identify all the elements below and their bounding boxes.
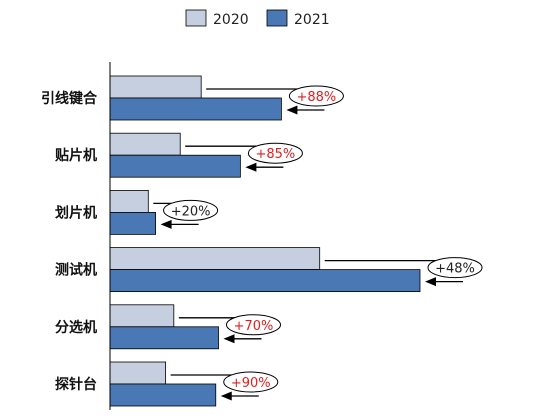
annotation-arrow-head [286,105,298,115]
category-label: 分选机 [55,319,97,336]
annotation-label: +20% [171,204,211,219]
annotation-oval [163,199,219,221]
bar-2020 [109,247,321,271]
annotations: +88% +85% +20% +48% +70% +90% [153,85,483,401]
annotation-label: +70% [234,319,274,334]
bar-2020 [109,304,175,328]
bar-2020 [109,361,167,385]
annotation-arrow-head [160,219,172,229]
category-label: 引线键合 [41,90,98,107]
annotation-oval [226,314,281,336]
legend-swatch-2021 [266,9,288,27]
annotation-oval [427,257,483,279]
annotation-label: +85% [255,147,295,162]
category-label: 探针台 [55,376,97,393]
annotation-arrow-head [223,334,235,344]
annotation-arrow-head [245,162,257,172]
bar-2020 [109,75,202,99]
legend-label-2020: 2020 [213,12,249,28]
category-label: 贴片机 [55,147,97,164]
bar-2021 [109,326,219,350]
bar-2021 [109,269,421,293]
annotation-label: +48% [435,262,475,277]
annotation-oval [223,371,279,393]
annotation-oval [288,85,344,107]
annotation-arrow-head [220,391,232,401]
annotation-arrow-head [425,277,436,287]
category-label: 划片机 [55,204,97,221]
legend: 2020 2021 [185,9,330,28]
legend-label-2021: 2021 [294,12,330,28]
legend-swatch-2020 [185,9,207,27]
bar-2021 [109,383,217,407]
annotation-label: +88% [297,90,337,105]
bar-2020 [109,189,149,213]
bar-2021 [109,97,282,121]
bar-2021 [109,154,241,178]
bars [109,75,421,407]
category-label: 测试机 [55,262,97,279]
annotation-oval [247,142,303,164]
bar-2020 [109,132,181,156]
annotation-label: +90% [231,376,271,391]
bar-2021 [109,211,156,235]
